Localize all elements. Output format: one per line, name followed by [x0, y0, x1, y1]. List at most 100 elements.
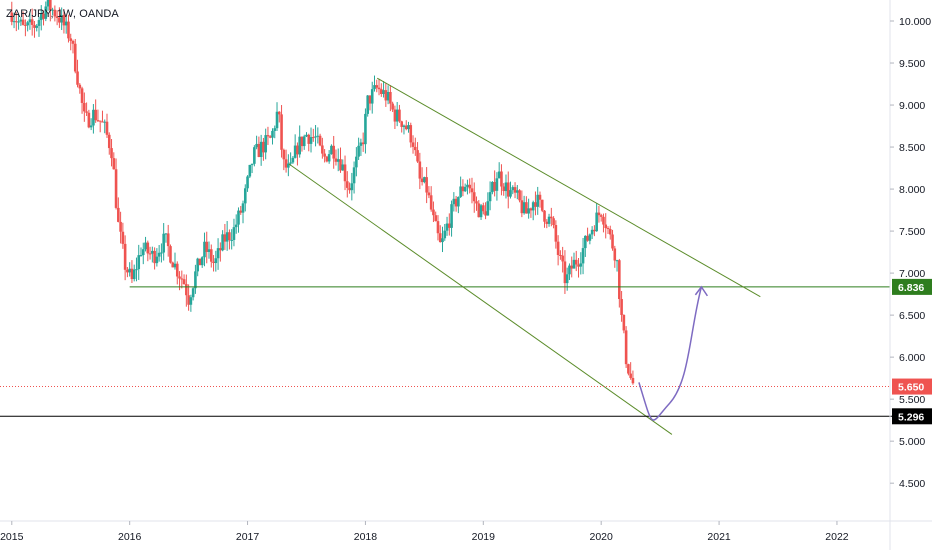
candle-body: [257, 143, 261, 158]
candle-body: [264, 135, 267, 153]
y-tick-label: 10.000: [899, 16, 931, 28]
candle-body: [570, 265, 574, 269]
candle-body: [588, 234, 592, 241]
candle-body: [341, 164, 345, 171]
candle-body: [377, 87, 381, 90]
candle-body: [479, 205, 483, 218]
y-tick-label: 8.000: [899, 184, 925, 196]
candle-body: [243, 188, 247, 204]
candle-body: [443, 230, 447, 239]
candle-body: [448, 223, 451, 228]
candle-body: [153, 250, 156, 264]
x-tick-label: 2016: [118, 531, 142, 543]
candle-body: [216, 248, 220, 259]
candle-body: [137, 255, 141, 270]
candle-body: [620, 299, 623, 315]
candle-body: [543, 210, 546, 222]
candle-body: [586, 235, 589, 241]
candle-body: [280, 114, 283, 150]
candle-body: [348, 187, 351, 191]
candle-body: [563, 261, 567, 284]
candle-body: [110, 148, 113, 159]
candle-body: [302, 136, 306, 147]
candle-body: [214, 258, 218, 264]
candle-body: [309, 137, 313, 144]
y-tick-label: 7.000: [899, 268, 925, 280]
candle-body: [180, 278, 184, 280]
candle-body: [194, 271, 197, 289]
candle-body: [305, 134, 308, 137]
candle-body: [402, 125, 406, 127]
candle-body: [547, 216, 551, 224]
candle-body: [51, 9, 54, 11]
candle-body: [364, 113, 367, 145]
candle-body: [175, 263, 179, 277]
candle-body: [436, 221, 440, 234]
candle-body: [613, 248, 617, 261]
candle-body: [98, 120, 102, 122]
candle-body: [19, 19, 23, 22]
candle-body: [361, 142, 365, 145]
last-price-tag-bg: [892, 378, 932, 395]
candle-body: [266, 135, 270, 137]
candle-body: [581, 248, 585, 264]
candle-body: [307, 134, 311, 144]
candle-body: [234, 224, 238, 228]
candle-body: [491, 181, 494, 193]
candle-body: [345, 181, 349, 188]
candle-body: [151, 250, 154, 254]
candle-body: [21, 19, 25, 25]
candle-body: [101, 121, 104, 123]
candle-body: [525, 202, 528, 214]
candle-body: [577, 264, 580, 267]
candle-body: [355, 156, 358, 168]
candle-body: [241, 203, 245, 213]
y-tick-label: 9.500: [899, 58, 925, 70]
candle-body: [119, 221, 122, 232]
candle-body: [17, 21, 20, 23]
candle-body: [398, 109, 401, 122]
x-tick-label: 2015: [0, 531, 24, 543]
candle-body: [332, 145, 335, 159]
candle-body: [268, 136, 272, 138]
candle-body: [89, 125, 93, 128]
candle-body: [46, 0, 50, 7]
candle-body: [112, 158, 116, 170]
candle-body: [529, 208, 533, 211]
candle-body: [15, 21, 18, 23]
candle-body: [561, 255, 564, 262]
candle-body: [407, 125, 410, 130]
candle-body: [404, 125, 408, 130]
candle-body: [513, 187, 517, 193]
candle-body: [296, 145, 299, 155]
candle-body: [352, 167, 356, 184]
candle-body: [76, 71, 79, 85]
candle-body: [230, 239, 233, 241]
candle-body: [559, 255, 562, 257]
candle-body: [579, 263, 583, 267]
candle-body: [568, 265, 571, 275]
candle-body: [107, 134, 111, 149]
candle-body: [78, 84, 82, 89]
candle-body: [259, 141, 263, 158]
x-tick-label: 2018: [354, 531, 378, 543]
candle-body: [463, 186, 467, 192]
low-price-tag: 5.296: [898, 411, 924, 423]
candle-body: [135, 269, 138, 271]
candle-body: [155, 256, 159, 264]
candle-body: [504, 182, 508, 192]
candle-body: [182, 279, 186, 285]
candle-body: [423, 177, 426, 183]
candle-body: [92, 109, 95, 126]
candle-body: [574, 259, 578, 265]
candle-body: [248, 164, 252, 177]
candle-body: [416, 150, 419, 162]
candle-body: [393, 109, 397, 122]
candle-body: [114, 169, 118, 208]
candle-body: [300, 136, 304, 147]
candle-body: [400, 121, 404, 127]
candle-body: [318, 135, 322, 146]
candle-body: [121, 231, 125, 244]
